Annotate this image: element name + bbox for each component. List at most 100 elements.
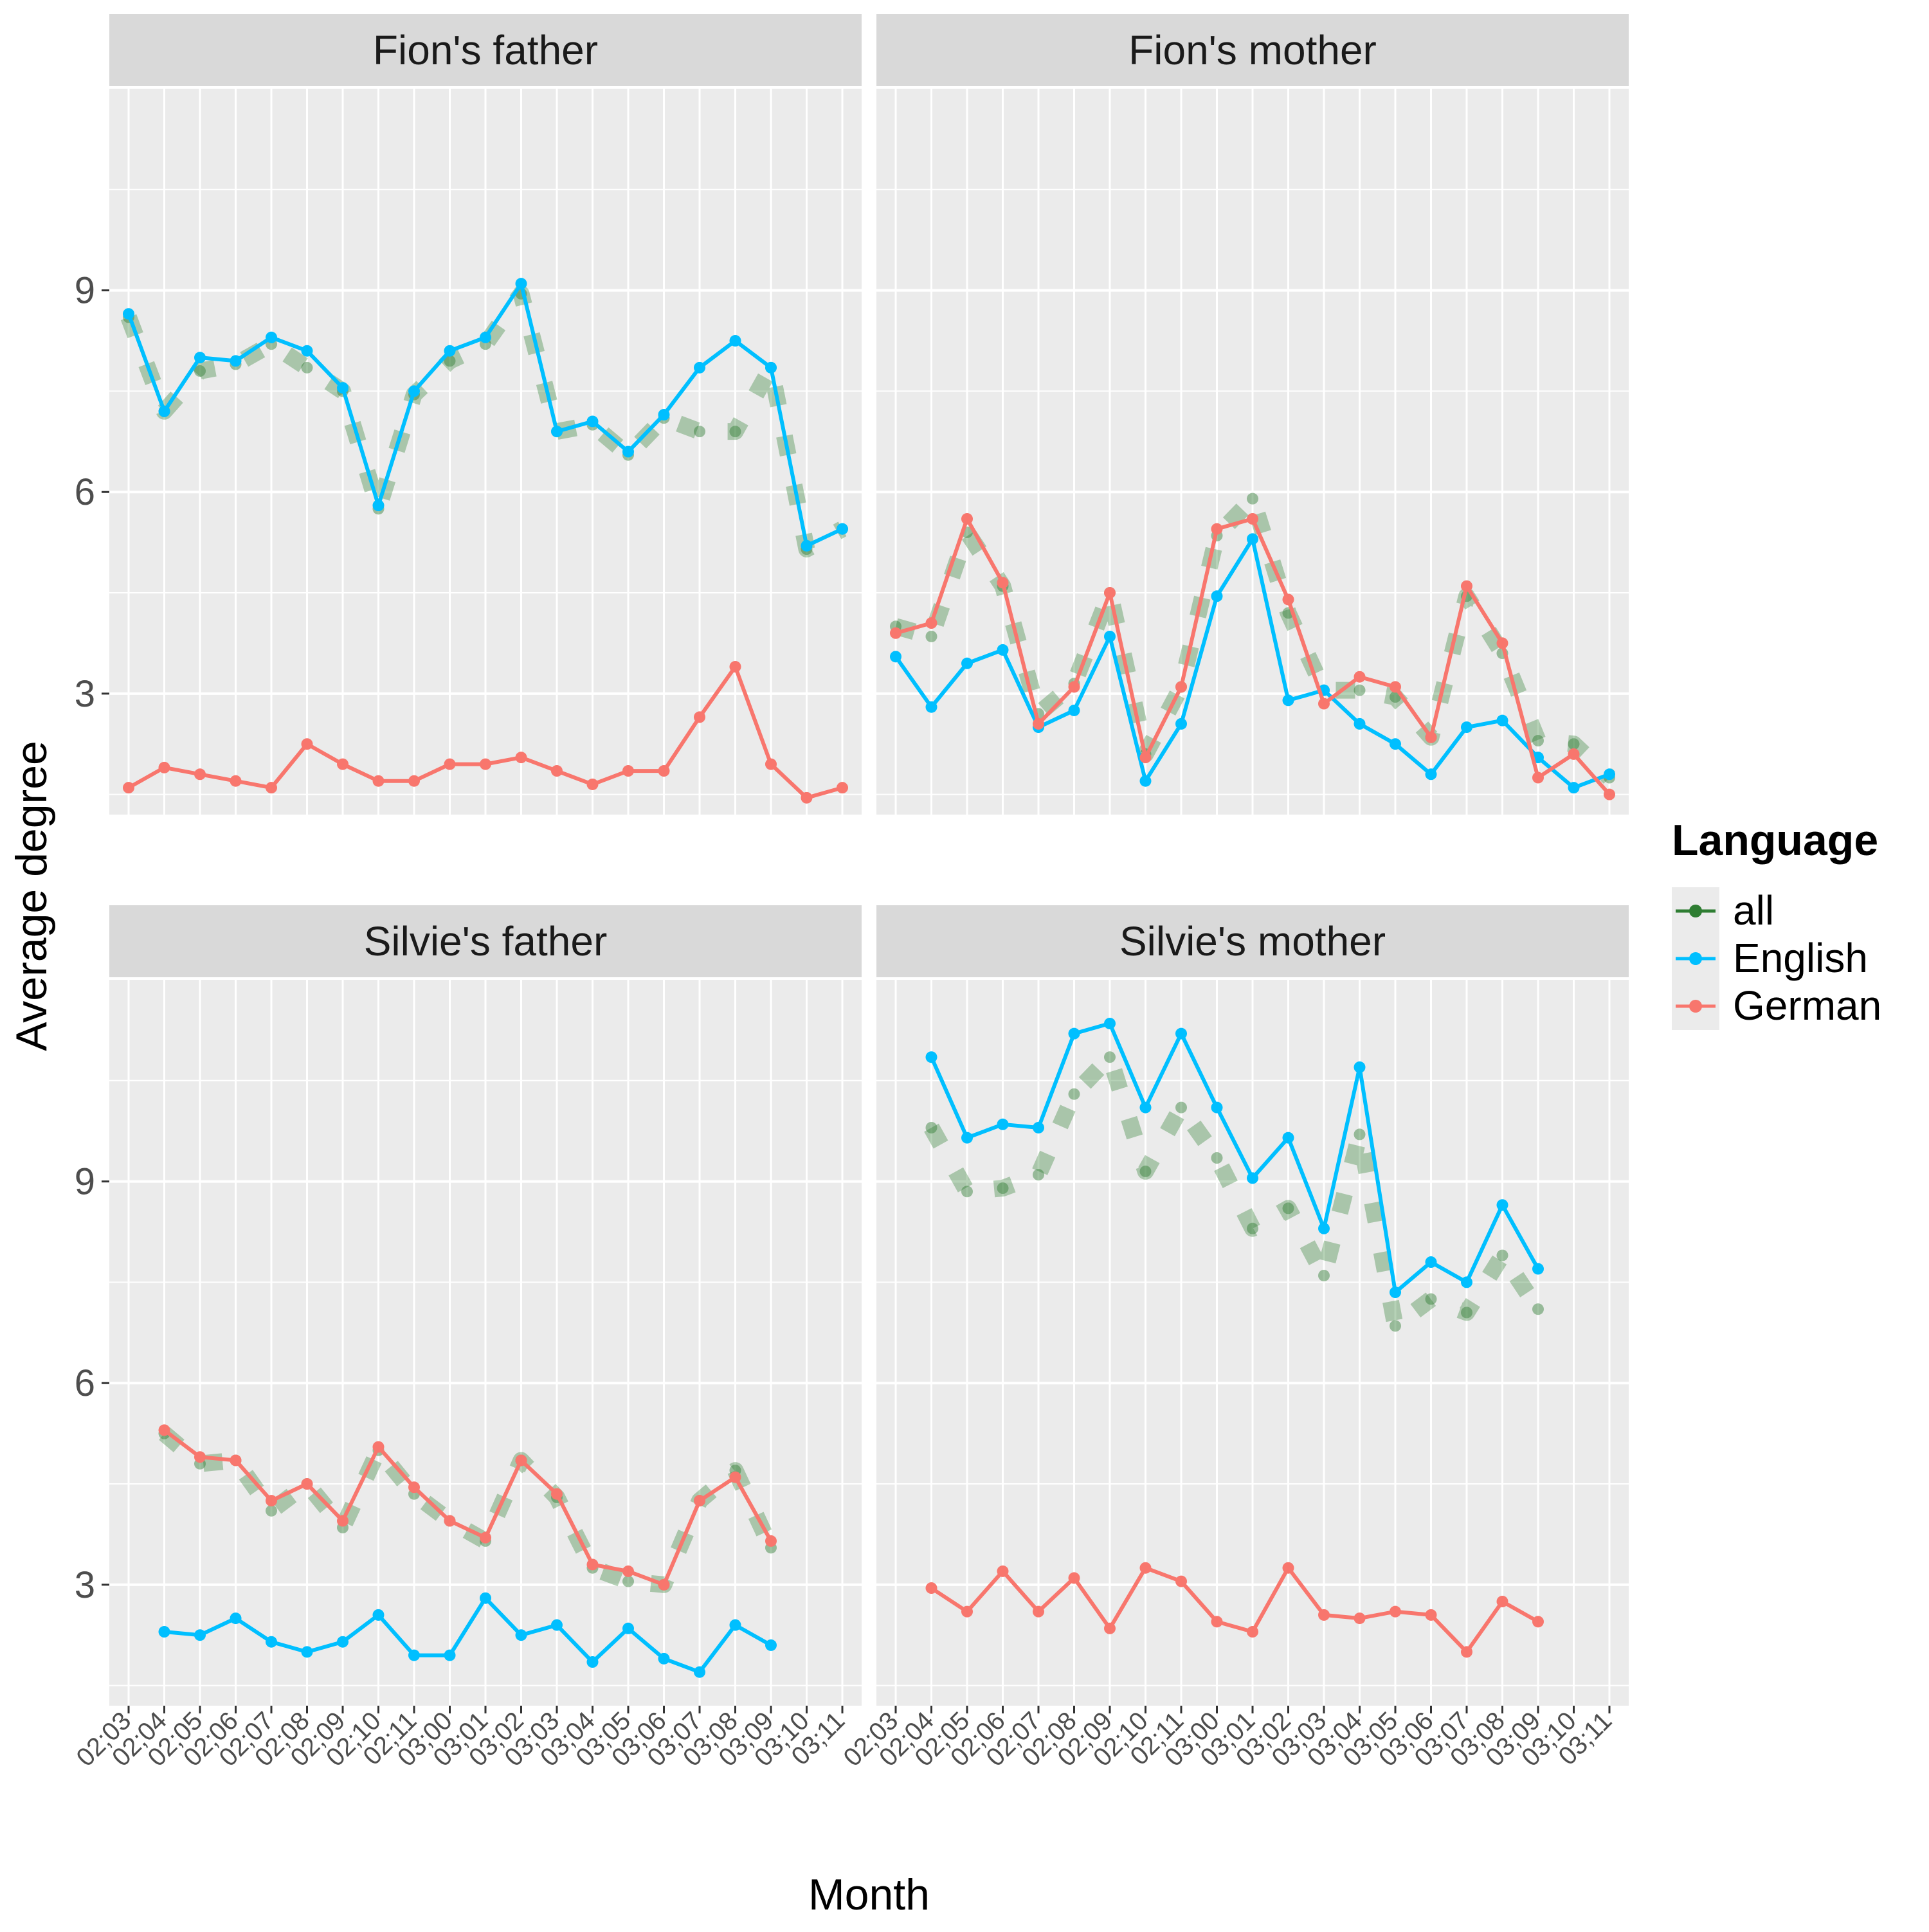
data-point-english [1461,1276,1472,1288]
data-point-english [444,1649,456,1661]
series-line-german [163,1429,773,1587]
data-point-german [1425,731,1437,743]
data-point-all [1068,1088,1080,1100]
data-point-english [961,1132,973,1144]
data-point-german [1354,1612,1366,1625]
data-point-german [123,782,134,794]
data-point-english [408,1649,420,1661]
data-point-all [1425,1293,1437,1305]
data-point-english [1033,1121,1044,1133]
data-point-german [230,1454,242,1467]
data-point-english [1139,775,1152,787]
data-point-all [444,355,456,367]
data-point-english [694,361,705,374]
data-point-english [1461,721,1472,734]
y-tick-label: 9 [75,270,95,312]
data-point-german [1211,1616,1223,1628]
data-point-english [301,1646,313,1658]
data-point-all [1532,735,1544,747]
data-point-english [1282,1132,1294,1144]
data-point-german [1104,1622,1116,1634]
data-point-german [925,617,937,629]
data-point-german [1425,1609,1437,1621]
data-point-all [194,365,206,377]
series-line-english [164,1596,772,1674]
data-point-german [1033,718,1044,730]
legend-key-point-english [1689,952,1702,965]
data-point-english [1354,1061,1366,1073]
data-point-german [1175,1575,1187,1587]
data-point-all [729,426,741,438]
data-point-german [1532,1616,1544,1628]
data-point-english [372,500,385,512]
data-point-english [1425,1256,1437,1268]
data-point-all [1354,684,1366,696]
data-point-german [694,711,705,723]
facet-panel-1: Fion's mother [876,14,1629,815]
data-point-german [586,1558,599,1571]
data-point-german [1461,1646,1472,1658]
facet-panel-0: Fion's father 3 6 9 [75,14,862,815]
data-point-all [1568,738,1580,750]
data-point-all [1496,1249,1508,1261]
data-point-english [837,523,848,535]
legend-title: Language [1672,816,1878,865]
data-point-english [158,405,170,417]
data-point-english [622,446,634,458]
data-point-german [551,765,563,777]
data-point-english [925,701,937,713]
data-point-english [372,1609,385,1621]
data-point-english [123,308,134,320]
data-point-german [158,1424,170,1436]
data-point-english [694,1666,705,1678]
data-point-english [765,1639,777,1651]
facet-title: Silvie's mother [1119,918,1386,964]
x-axis-title: Month [808,1870,930,1919]
data-point-all [1461,1306,1472,1319]
data-point-english [729,1619,741,1631]
facet-strip [876,14,1629,86]
legend-key-point-all [1689,905,1702,917]
facet-title: Silvie's father [364,918,608,964]
data-point-all [961,1186,973,1198]
data-point-english [266,1636,277,1648]
data-point-german [1604,788,1615,800]
data-point-german [1282,593,1294,606]
data-point-german [480,758,491,770]
data-point-all [1318,1269,1330,1281]
data-point-german [765,1535,777,1547]
facet-strip [876,905,1629,977]
data-point-english [301,345,313,357]
data-point-german [1211,523,1223,535]
data-point-german [837,782,848,794]
data-point-all [266,1504,277,1517]
data-point-german [1496,1595,1508,1607]
data-point-german [1354,671,1366,683]
legend-key-point-german [1689,1000,1702,1013]
data-point-german [551,1488,563,1500]
data-point-german [622,1565,634,1577]
data-point-english [1211,1101,1223,1114]
data-point-english [925,1051,937,1063]
data-point-english [515,1629,527,1641]
data-point-german [480,1531,491,1544]
data-point-english [1354,718,1366,730]
series-line-english [929,1021,1540,1295]
series-line-all [120,285,847,558]
data-point-english [1568,782,1580,794]
y-axis-title: Average degree [7,741,56,1051]
data-point-all [997,1182,1009,1195]
data-point-english [230,355,242,367]
data-point-german [1247,1626,1258,1638]
data-point-german [266,1495,277,1507]
data-point-german [1496,637,1508,649]
data-point-german [337,758,349,770]
data-point-german [372,775,385,787]
data-point-english [158,1626,170,1638]
data-point-german [1390,681,1401,693]
data-point-english [480,1592,491,1604]
data-point-english [1247,1172,1258,1184]
data-point-english [480,331,491,343]
data-point-english [658,409,670,421]
legend-label-all: all [1733,887,1774,934]
